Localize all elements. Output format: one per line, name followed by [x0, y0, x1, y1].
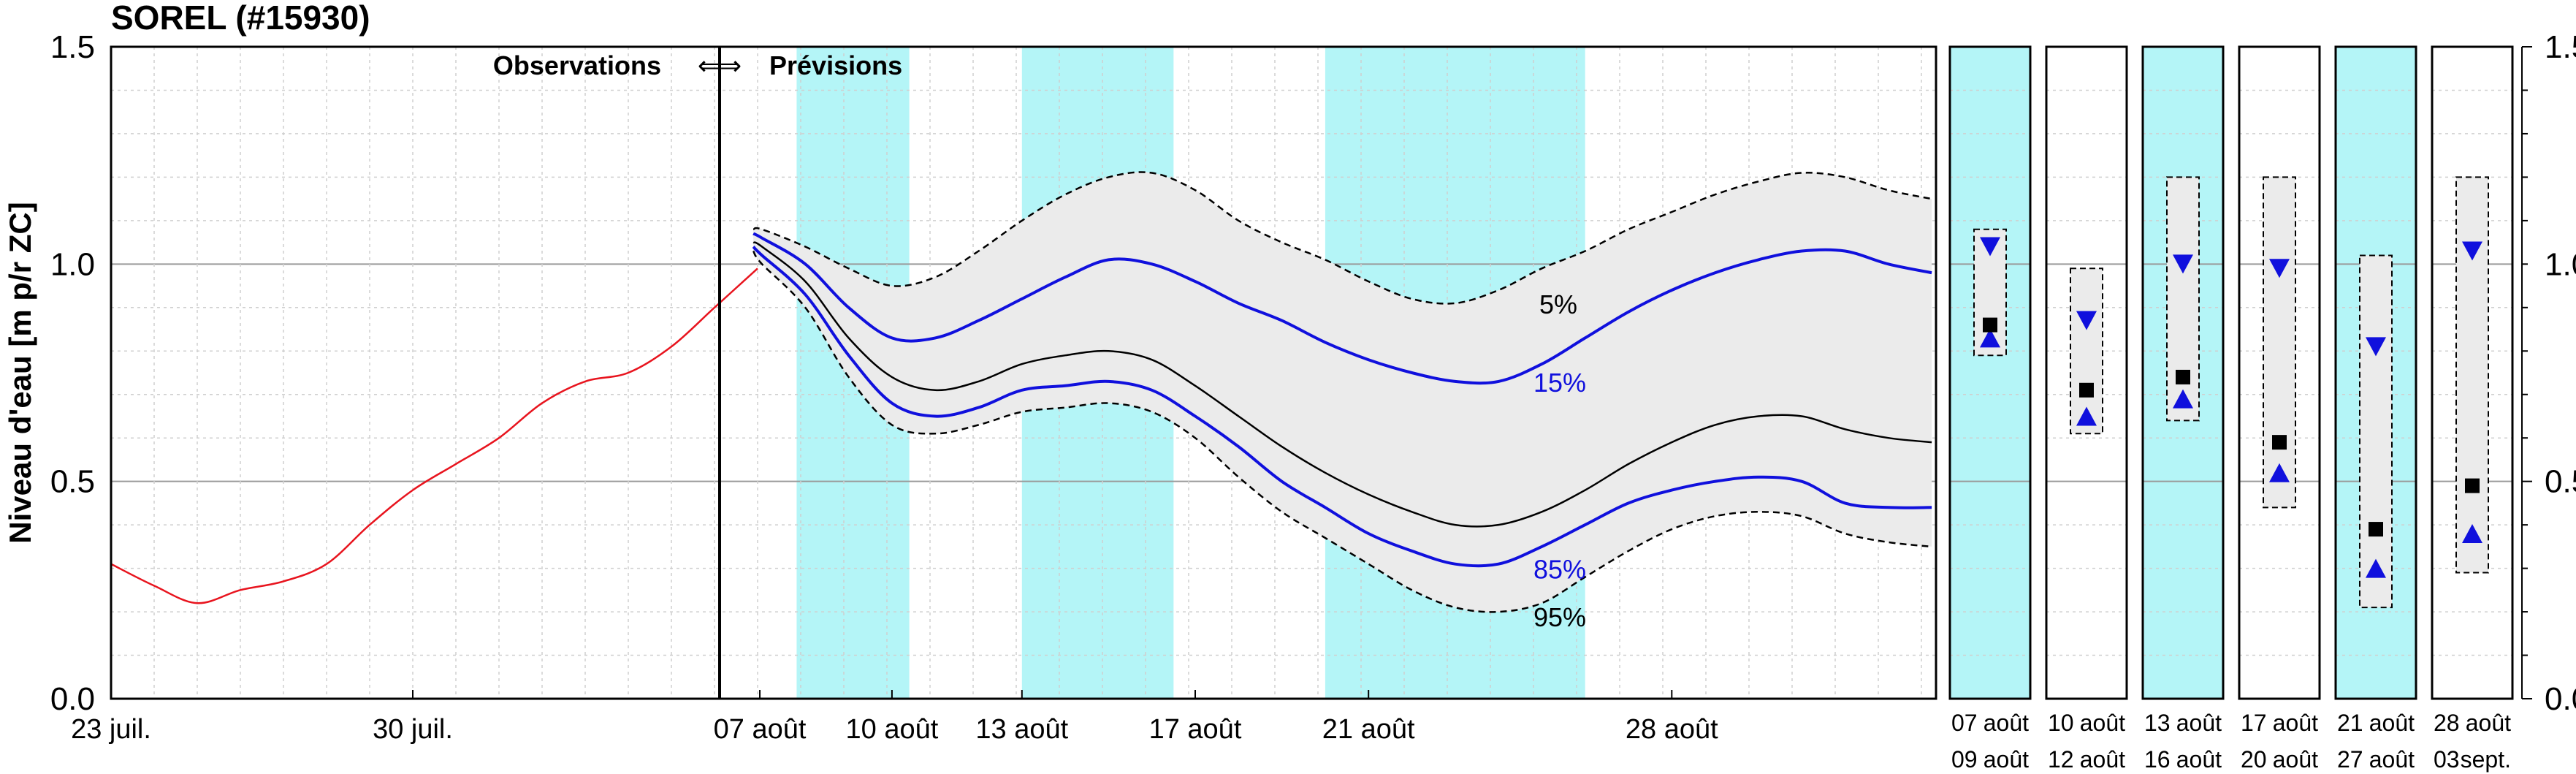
- weekly-panel-frame: [2141, 45, 2225, 700]
- marker-15pct: [2173, 254, 2193, 274]
- marker-median: [2369, 522, 2383, 537]
- weekly-label-start-day: 13: [2144, 710, 2171, 736]
- weekly-label-end-month: août: [2273, 746, 2318, 773]
- marker-15pct: [2462, 241, 2482, 261]
- weekly-label-start-month: août: [2466, 710, 2511, 736]
- series-line-observed: [110, 268, 758, 604]
- marker-85pct: [2462, 524, 2482, 544]
- series-line-95pct: [752, 250, 1932, 613]
- x-tick-label-obs: 30 juil.: [373, 714, 453, 745]
- section-arrow: ⇐⇒: [698, 50, 742, 80]
- marker-median: [2272, 435, 2287, 450]
- weekly-range-box: [2359, 254, 2393, 609]
- x-tick-label-obs: 23 juil.: [71, 714, 151, 745]
- marker-85pct: [2173, 389, 2193, 409]
- weekly-label-end-day: 12: [2048, 746, 2074, 773]
- y-tick-label-right: 0.0: [2545, 681, 2576, 717]
- forecast-lines: [752, 171, 1932, 613]
- series-line-85pct: [752, 246, 1932, 568]
- marker-85pct: [1980, 328, 2000, 348]
- weekly-panel-frame: [1948, 45, 2032, 700]
- marker-median: [1983, 317, 1997, 333]
- x-tick-label-forecast: 28 août: [1626, 714, 1718, 745]
- y-tick-label-right: 1.0: [2545, 246, 2576, 282]
- x-tick-label-forecast: 17 août: [1149, 714, 1242, 745]
- weekly-panel-frame: [2238, 45, 2321, 700]
- x-tick-label-forecast: 21 août: [1322, 714, 1415, 745]
- weekly-label-end-month: sept.: [2461, 746, 2511, 773]
- weekly-label-end-day: 27: [2337, 746, 2363, 773]
- y-tick-label-left: 1.5: [50, 29, 95, 65]
- marker-85pct: [2366, 558, 2386, 578]
- weekly-label-start-day: 10: [2048, 710, 2074, 736]
- weekly-label-end-day: 09: [1951, 746, 1978, 773]
- weekly-label-end-day: 16: [2144, 746, 2171, 773]
- weekly-label-start-day: 21: [2337, 710, 2363, 736]
- series-label-15pct: 15%: [1533, 368, 1586, 398]
- weekly-label-end-month: août: [2176, 746, 2222, 773]
- weekly-label-end-month: août: [2369, 746, 2415, 773]
- series-label-85pct: 85%: [1533, 555, 1586, 585]
- series-label-5pct: 5%: [1539, 289, 1577, 319]
- weekly-panel-frame: [2045, 45, 2128, 700]
- marker-median: [2079, 382, 2094, 398]
- marker-median: [2176, 369, 2190, 384]
- weekly-label-start-month: août: [2080, 710, 2125, 736]
- weekly-panel-frame: [2334, 45, 2417, 700]
- weekly-panel-bg: [1950, 47, 2030, 699]
- weekly-label-end-month: août: [1984, 746, 2029, 773]
- y-tick-label-left: 1.0: [50, 246, 95, 282]
- series-line-15pct: [752, 232, 1932, 385]
- weekly-label-start-day: 07: [1951, 710, 1978, 736]
- weekly-label-start-day: 17: [2241, 710, 2267, 736]
- y-axis-label-group: Niveau d'eau [m p/r ZC]: [3, 202, 37, 543]
- marker-15pct: [2269, 259, 2290, 278]
- x-tick-label-forecast: 10 août: [846, 714, 939, 745]
- marker-15pct: [2076, 311, 2097, 330]
- y-tick-label-left: 0.0: [50, 681, 95, 717]
- y-tick-label-right: 0.5: [2545, 464, 2576, 500]
- percentile-band: [753, 172, 1932, 612]
- weekly-label-start-month: août: [2176, 710, 2222, 736]
- series-line-median: [752, 241, 1932, 528]
- x-tick-label-forecast: 13 août: [975, 714, 1068, 745]
- weekly-label-start-month: août: [2273, 710, 2318, 736]
- marker-15pct: [1980, 237, 2000, 257]
- marker-85pct: [2076, 406, 2097, 426]
- main-plot: 5% 15% 85% 95% Observations ⇐⇒ Prévisions 0.0 0.…: [50, 29, 2576, 745]
- weekly-label-end-month: août: [2080, 746, 2125, 773]
- marker-median: [2465, 478, 2480, 493]
- forecasts-label: Prévisions: [769, 50, 902, 80]
- y-tick-label-right: 1.5: [2545, 29, 2576, 65]
- y-tick-label-left: 0.5: [50, 464, 95, 500]
- series-label-95pct: 95%: [1533, 602, 1586, 632]
- weekly-range-box: [2263, 176, 2296, 509]
- weekly-range-box: [2455, 176, 2489, 574]
- weekly-range-box: [2070, 268, 2103, 435]
- weekly-label-end-day: 03: [2434, 746, 2460, 773]
- series-line-5pct: [752, 171, 1932, 305]
- weekly-label-start-month: août: [2369, 710, 2415, 736]
- plot-frame: [110, 45, 1937, 700]
- observations-label: Observations: [493, 50, 661, 80]
- weekly-label-start-day: 28: [2434, 710, 2460, 736]
- x-tick-label-forecast: 07 août: [714, 714, 807, 745]
- weekly-label-start-month: août: [1984, 710, 2029, 736]
- weekly-panel-frame: [2431, 45, 2514, 700]
- chart-title: SOREL (#15930): [111, 0, 370, 37]
- weekly-label-end-day: 20: [2241, 746, 2267, 773]
- y-axis-label: Niveau d'eau [m p/r ZC]: [3, 202, 37, 543]
- marker-15pct: [2366, 337, 2386, 357]
- marker-85pct: [2269, 463, 2290, 482]
